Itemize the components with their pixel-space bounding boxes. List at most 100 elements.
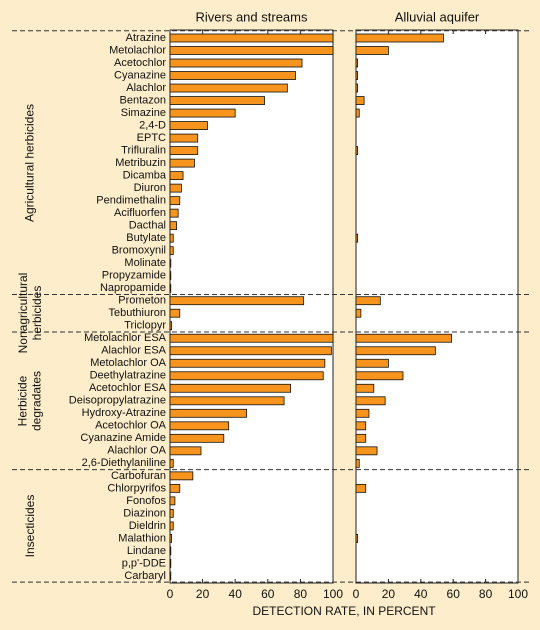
bar xyxy=(355,483,367,493)
bar xyxy=(355,46,389,55)
bar xyxy=(169,96,265,105)
category-label: Diazinon xyxy=(123,507,166,519)
bar xyxy=(355,296,381,306)
bar xyxy=(169,358,326,368)
category-label: Dacthal xyxy=(129,220,166,232)
bar xyxy=(169,496,176,506)
bar xyxy=(355,446,378,456)
bar xyxy=(169,271,172,281)
category-label: Metolachlor OA xyxy=(90,357,166,369)
bar xyxy=(355,396,386,406)
category-label: Metolachlor ESA xyxy=(84,332,167,344)
category-label: Acetochlor xyxy=(114,57,166,69)
bar xyxy=(169,421,230,431)
category-label: Trifluralin xyxy=(121,144,166,156)
category-label: Pendimethalin xyxy=(96,195,166,207)
category-label: Alachlor ESA xyxy=(101,345,166,357)
category-label: Acetochlor ESA xyxy=(89,382,167,394)
category-label: Carbofuran xyxy=(111,470,166,482)
x-tick-label: 100 xyxy=(323,587,343,601)
bar xyxy=(169,83,288,93)
x-tick-label: 60 xyxy=(447,587,461,601)
bar xyxy=(355,383,375,393)
bar xyxy=(355,146,359,155)
bar xyxy=(355,458,360,468)
plot-area xyxy=(355,29,519,584)
x-tick-label: 80 xyxy=(479,587,493,601)
bar xyxy=(169,133,199,143)
bar xyxy=(169,333,334,343)
category-label: Cyanazine Amide xyxy=(80,432,166,444)
category-label: Carbaryl xyxy=(124,570,166,582)
bar xyxy=(355,33,444,43)
panel-title: Alluvial aquifer xyxy=(395,9,480,24)
category-label: Malathion xyxy=(118,532,166,544)
bar xyxy=(169,146,199,155)
bar xyxy=(169,158,195,168)
x-tick-label: 20 xyxy=(196,587,210,601)
bar xyxy=(169,233,174,243)
panel-title: Rivers and streams xyxy=(196,9,308,24)
category-label: Lindane xyxy=(127,545,166,557)
category-label: Metolachlor xyxy=(109,44,166,56)
category-label: Propyzamide xyxy=(102,270,166,282)
bar xyxy=(169,321,173,331)
bar xyxy=(169,183,182,193)
bar xyxy=(355,371,404,381)
bar xyxy=(355,421,367,431)
bar xyxy=(169,483,181,493)
bar xyxy=(169,246,174,256)
bar xyxy=(169,408,248,418)
group-label: Herbicide degradates xyxy=(16,370,45,431)
bar xyxy=(169,221,177,231)
x-tick-label: 80 xyxy=(294,587,308,601)
x-tick-label: 0 xyxy=(167,587,174,601)
category-label: Alachlor OA xyxy=(107,445,166,457)
category-label: Tebuthiuron xyxy=(109,307,167,319)
bar xyxy=(169,471,194,481)
x-tick-label: 40 xyxy=(414,587,428,601)
bar xyxy=(355,433,367,443)
bar xyxy=(169,258,172,268)
category-label: 2,6-Diethylaniline xyxy=(82,457,166,469)
bar xyxy=(169,283,172,293)
bar xyxy=(355,534,359,543)
bar xyxy=(169,446,202,456)
category-label: Chlorpyrifos xyxy=(107,482,166,494)
bar xyxy=(169,296,305,306)
category-label: p,p'-DDE xyxy=(122,557,166,569)
category-label: Atrazine xyxy=(126,32,166,44)
group-label: Insecticides xyxy=(23,494,37,558)
bar xyxy=(169,534,173,543)
x-axis-label: DETECTION RATE, IN PERCENT xyxy=(252,604,436,618)
bar xyxy=(169,121,208,130)
bar xyxy=(169,208,179,218)
bar xyxy=(169,433,225,443)
x-tick-label: 20 xyxy=(382,587,396,601)
bar xyxy=(169,46,334,55)
bar xyxy=(169,521,174,531)
bar xyxy=(169,508,174,518)
category-label: Butylate xyxy=(126,232,166,244)
category-label: Triclopyr xyxy=(124,320,166,332)
bar xyxy=(169,171,184,181)
bar xyxy=(355,58,359,68)
bar xyxy=(169,571,172,581)
category-label: Molinate xyxy=(124,257,166,269)
bar xyxy=(355,233,359,243)
x-tick-label: 100 xyxy=(508,587,528,601)
bar xyxy=(169,396,285,406)
x-tick-label: 0 xyxy=(353,587,360,601)
category-label: Simazine xyxy=(121,107,166,119)
bar xyxy=(355,83,359,93)
bar xyxy=(169,383,292,393)
group-label: Agricultural herbicides xyxy=(23,104,37,223)
bar xyxy=(169,559,172,568)
category-label: 2,4-D xyxy=(139,119,166,131)
bar xyxy=(169,458,174,468)
bar xyxy=(355,358,389,368)
bar xyxy=(355,333,452,343)
x-tick-label: 40 xyxy=(229,587,243,601)
